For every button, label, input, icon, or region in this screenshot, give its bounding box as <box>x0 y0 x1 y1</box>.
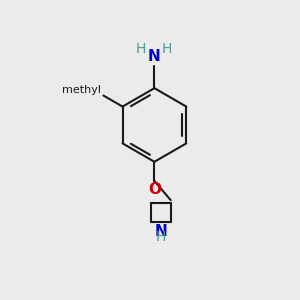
Text: N: N <box>155 224 167 238</box>
Text: H: H <box>136 42 146 56</box>
Text: methyl: methyl <box>62 85 101 95</box>
Text: H: H <box>162 42 172 56</box>
Text: H: H <box>156 230 166 244</box>
Text: N: N <box>148 49 161 64</box>
Text: O: O <box>148 182 161 197</box>
